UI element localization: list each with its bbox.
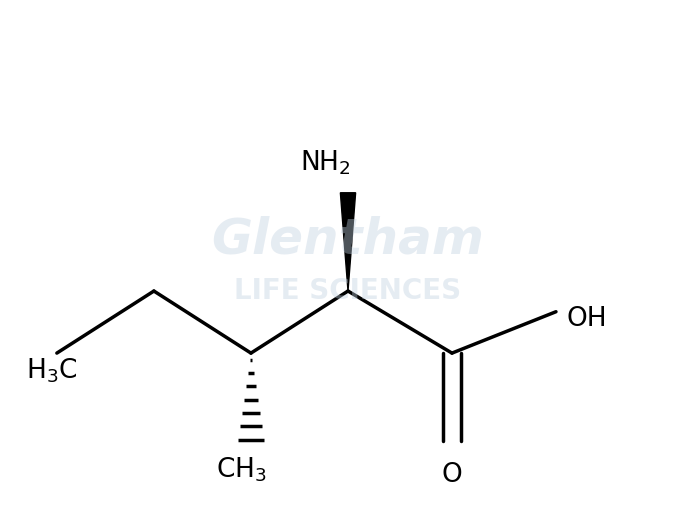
Text: CH$_3$: CH$_3$ <box>216 455 267 484</box>
Text: H$_3$C: H$_3$C <box>26 357 77 385</box>
Text: NH$_2$: NH$_2$ <box>301 149 351 177</box>
Polygon shape <box>340 193 356 291</box>
Text: O: O <box>441 462 462 488</box>
Text: LIFE SCIENCES: LIFE SCIENCES <box>235 277 461 305</box>
Text: OH: OH <box>567 306 607 332</box>
Text: Glentham: Glentham <box>212 215 484 263</box>
